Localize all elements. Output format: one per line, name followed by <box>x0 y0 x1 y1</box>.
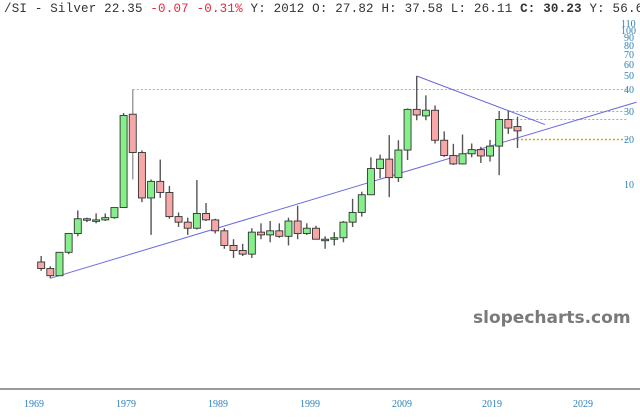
separator: - <box>34 2 43 16</box>
candle[interactable] <box>101 213 110 222</box>
x-tick-label: 2009 <box>392 399 412 410</box>
candle[interactable] <box>83 217 91 223</box>
last-price: 22.35 <box>104 2 143 16</box>
candle[interactable] <box>165 186 174 219</box>
candle[interactable] <box>220 228 229 249</box>
candle[interactable] <box>266 221 275 243</box>
candle[interactable] <box>257 223 265 240</box>
watermark: slopecharts.com <box>473 308 631 328</box>
x-tick-label: 1969 <box>24 399 44 410</box>
candle[interactable] <box>229 239 238 258</box>
yield-label: Y: <box>589 2 605 16</box>
candle[interactable] <box>211 218 220 234</box>
candle[interactable] <box>495 110 504 176</box>
symbol: /SI <box>4 2 28 16</box>
year-label: Y: <box>250 2 266 16</box>
candle[interactable] <box>513 116 522 149</box>
candle[interactable] <box>366 157 375 196</box>
candle[interactable] <box>64 233 73 255</box>
candle[interactable] <box>476 146 485 163</box>
candle[interactable] <box>449 143 458 165</box>
horizontal-levels <box>132 89 628 141</box>
x-tick-label: 1979 <box>116 399 136 410</box>
x-tick-label: 1999 <box>300 399 320 410</box>
y-tick-label: 70 <box>624 50 634 61</box>
trendline[interactable] <box>416 75 546 126</box>
candle[interactable] <box>321 236 330 249</box>
y-tick-label: 110 <box>621 19 636 30</box>
candle[interactable] <box>46 266 55 279</box>
candle[interactable] <box>192 180 201 230</box>
candle[interactable] <box>183 217 192 235</box>
candle[interactable] <box>467 143 476 158</box>
x-tick-label: 2019 <box>482 399 502 410</box>
candle[interactable] <box>73 210 82 237</box>
candle[interactable] <box>421 95 430 121</box>
instrument-name: Silver <box>50 2 97 16</box>
candle[interactable] <box>440 131 449 157</box>
candle[interactable] <box>174 212 183 227</box>
high-label: H: <box>381 2 397 16</box>
x-axis-line <box>0 388 640 390</box>
candle[interactable] <box>275 223 284 238</box>
candle[interactable] <box>202 203 210 222</box>
candle[interactable] <box>119 113 128 209</box>
candle[interactable] <box>412 75 421 121</box>
open-value: 27.82 <box>335 2 374 16</box>
candles <box>37 75 522 279</box>
candle[interactable] <box>348 198 357 227</box>
low-value: 26.11 <box>473 2 513 16</box>
price-change: -0.07 <box>150 2 189 16</box>
x-tick-label: 1989 <box>208 399 228 410</box>
trendlines <box>50 75 637 279</box>
yield-value: 56.63 <box>612 2 640 16</box>
trendline[interactable] <box>50 101 637 279</box>
year-value: 2012 <box>273 2 305 16</box>
candle[interactable] <box>431 105 439 144</box>
candle[interactable] <box>458 134 467 165</box>
y-tick-label: 40 <box>624 85 634 96</box>
y-tick-label: 60 <box>624 60 634 71</box>
close-value: 30.23 <box>543 2 582 16</box>
price-change-pct: -0.31% <box>196 2 243 16</box>
high-value: 37.58 <box>404 2 444 16</box>
candle[interactable] <box>293 205 302 240</box>
y-tick-label: 80 <box>624 41 634 52</box>
candle[interactable] <box>156 159 165 198</box>
candle[interactable] <box>247 228 256 258</box>
y-tick-label: 10 <box>624 180 634 191</box>
candle[interactable] <box>55 251 64 277</box>
candle[interactable] <box>376 154 385 179</box>
candle[interactable] <box>238 243 247 257</box>
candle[interactable] <box>486 139 494 162</box>
y-tick-label: 50 <box>624 71 634 82</box>
candle[interactable] <box>147 179 156 235</box>
candle[interactable] <box>312 225 320 240</box>
y-tick-label: 100 <box>621 26 636 37</box>
candle[interactable] <box>302 223 311 235</box>
y-tick-label: 30 <box>624 107 634 118</box>
y-tick-label: 20 <box>624 135 634 146</box>
candle[interactable] <box>504 110 513 134</box>
candle[interactable] <box>394 140 403 183</box>
low-label: L: <box>450 2 467 16</box>
open-label: O: <box>312 2 328 16</box>
candle[interactable] <box>137 150 146 203</box>
candle[interactable] <box>357 191 366 217</box>
candle[interactable] <box>37 256 46 271</box>
candle[interactable] <box>403 108 412 161</box>
candle[interactable] <box>284 217 293 246</box>
candle[interactable] <box>385 135 394 198</box>
candle[interactable] <box>110 207 119 219</box>
x-tick-label: 2029 <box>573 399 593 410</box>
close-label: C: <box>520 2 536 16</box>
candle[interactable] <box>128 89 137 180</box>
candle[interactable] <box>339 221 348 243</box>
quote-header: /SI - Silver 22.35 -0.07 -0.31% Y: 2012 … <box>4 2 640 16</box>
candle[interactable] <box>330 232 339 246</box>
y-tick-label: 90 <box>624 33 634 44</box>
candle[interactable] <box>92 213 101 224</box>
